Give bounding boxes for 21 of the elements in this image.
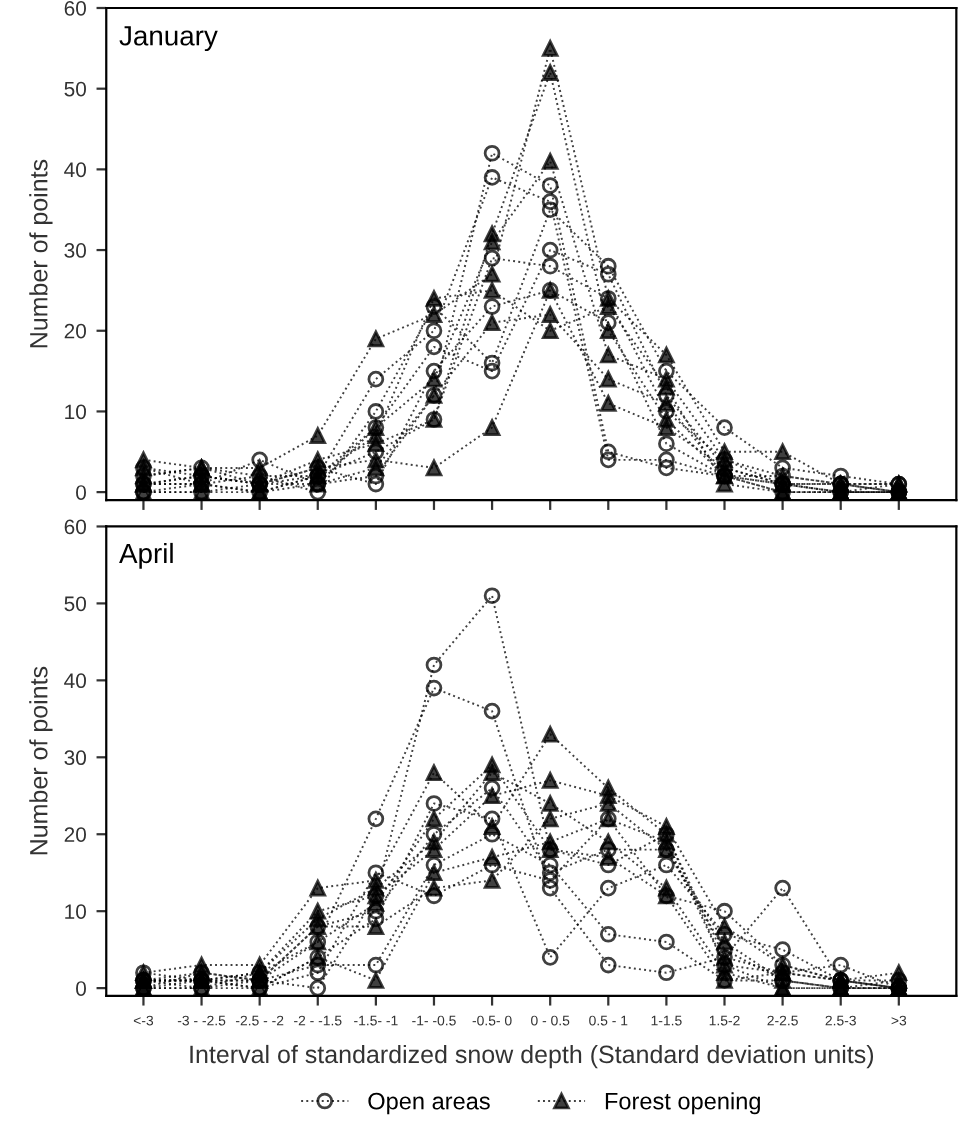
y-tick-label: 40	[64, 673, 86, 689]
legend-label: Forest opening	[605, 1092, 760, 1115]
y-tick-label: 50	[64, 81, 86, 97]
legend-label: Open areas	[368, 1092, 490, 1115]
y-tick-label: 50	[64, 596, 86, 612]
x-axis-title: Interval of standardized snow depth (Standard deviation units)	[190, 1044, 874, 1069]
y-tick-label: 20	[64, 323, 86, 339]
y-tick-label: 60	[64, 1, 86, 16]
y-axis-title: Number of points	[29, 159, 53, 348]
y-tick-label: 20	[64, 827, 86, 842]
y-tick-label: 60	[64, 519, 86, 535]
y-tick-label: 10	[65, 404, 86, 420]
text: April	[119, 542, 173, 569]
y-tick-label: 10	[65, 904, 86, 919]
y-tick-label: 0	[76, 981, 86, 996]
y-tick-label: 0	[76, 485, 86, 500]
text: January	[119, 26, 218, 52]
y-tick-label: 40	[64, 162, 86, 178]
y-axis-title: Number of points	[29, 666, 53, 855]
y-tick-label: 30	[64, 243, 86, 258]
y-tick-label: 30	[64, 750, 86, 766]
